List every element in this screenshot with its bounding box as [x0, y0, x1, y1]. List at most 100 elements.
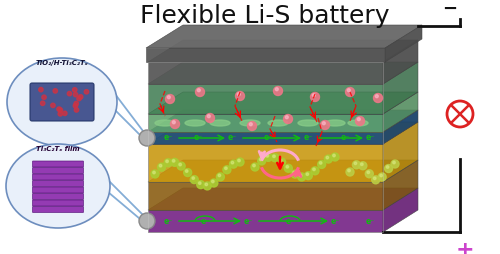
Circle shape [320, 162, 322, 164]
Circle shape [392, 161, 396, 164]
Circle shape [139, 130, 155, 146]
Circle shape [318, 161, 326, 168]
Ellipse shape [325, 120, 345, 126]
Text: Flexible Li-S battery: Flexible Li-S battery [140, 4, 390, 28]
Circle shape [372, 176, 380, 184]
Circle shape [260, 158, 262, 161]
Circle shape [300, 174, 302, 177]
Circle shape [258, 157, 266, 165]
Polygon shape [383, 40, 418, 84]
Circle shape [58, 112, 62, 116]
Circle shape [53, 89, 58, 93]
Text: e⁻: e⁻ [200, 216, 209, 226]
Circle shape [158, 163, 166, 171]
Circle shape [198, 182, 201, 184]
Circle shape [196, 87, 204, 97]
Circle shape [77, 96, 81, 101]
Circle shape [84, 90, 88, 94]
Ellipse shape [268, 120, 288, 126]
Text: e⁻: e⁻ [164, 134, 172, 142]
Polygon shape [146, 25, 422, 48]
Circle shape [376, 95, 378, 98]
Circle shape [266, 154, 268, 157]
Ellipse shape [298, 120, 318, 126]
Circle shape [236, 158, 244, 166]
FancyBboxPatch shape [32, 187, 84, 193]
Circle shape [73, 104, 78, 108]
Circle shape [280, 159, 282, 162]
Circle shape [238, 93, 240, 96]
Circle shape [286, 116, 288, 119]
Polygon shape [148, 40, 418, 62]
Circle shape [62, 111, 67, 116]
Polygon shape [148, 62, 383, 84]
Ellipse shape [210, 120, 230, 126]
Circle shape [284, 164, 292, 172]
Circle shape [312, 168, 316, 171]
Circle shape [276, 88, 278, 91]
Polygon shape [148, 92, 418, 114]
Text: e⁻: e⁻ [244, 216, 252, 226]
Circle shape [306, 173, 308, 176]
Circle shape [74, 92, 78, 97]
Circle shape [272, 155, 276, 157]
FancyBboxPatch shape [32, 200, 84, 206]
Circle shape [359, 162, 367, 170]
Polygon shape [148, 62, 418, 84]
Polygon shape [383, 92, 418, 132]
Circle shape [40, 101, 45, 105]
Circle shape [252, 164, 256, 167]
Circle shape [50, 103, 55, 107]
Circle shape [177, 162, 185, 170]
Circle shape [168, 96, 170, 99]
Circle shape [248, 121, 256, 131]
Circle shape [184, 169, 192, 177]
Circle shape [223, 166, 231, 174]
Polygon shape [383, 62, 418, 114]
Circle shape [358, 118, 360, 121]
Ellipse shape [240, 120, 260, 126]
Circle shape [208, 115, 210, 118]
FancyBboxPatch shape [30, 83, 94, 121]
Circle shape [192, 177, 194, 179]
FancyBboxPatch shape [32, 174, 84, 180]
FancyBboxPatch shape [32, 194, 84, 199]
Circle shape [352, 161, 360, 169]
Circle shape [304, 172, 312, 180]
Circle shape [311, 167, 319, 175]
Polygon shape [148, 114, 383, 132]
Polygon shape [148, 84, 383, 114]
Circle shape [139, 213, 155, 229]
Circle shape [384, 165, 392, 172]
Circle shape [172, 160, 175, 162]
Circle shape [391, 160, 399, 168]
Polygon shape [385, 25, 422, 62]
Circle shape [186, 170, 188, 172]
Circle shape [378, 173, 386, 181]
Circle shape [72, 88, 77, 92]
Circle shape [346, 87, 354, 97]
Circle shape [324, 155, 332, 163]
Text: +: + [456, 240, 474, 254]
Text: e⁻: e⁻ [330, 216, 340, 226]
Circle shape [38, 87, 43, 92]
Circle shape [230, 160, 237, 168]
FancyBboxPatch shape [32, 207, 84, 213]
Ellipse shape [155, 120, 175, 126]
Circle shape [206, 114, 214, 122]
Circle shape [236, 91, 244, 101]
Polygon shape [148, 144, 383, 182]
Text: e⁻: e⁻ [366, 134, 374, 142]
Circle shape [151, 170, 159, 178]
Text: e⁻: e⁻ [264, 134, 272, 142]
Circle shape [78, 95, 83, 99]
Polygon shape [148, 182, 383, 210]
Polygon shape [148, 110, 418, 132]
Circle shape [218, 174, 220, 177]
Ellipse shape [7, 58, 117, 146]
Circle shape [278, 158, 285, 166]
Circle shape [190, 176, 198, 184]
Circle shape [386, 166, 389, 168]
Text: e⁻: e⁻ [194, 134, 202, 142]
FancyBboxPatch shape [32, 181, 84, 186]
